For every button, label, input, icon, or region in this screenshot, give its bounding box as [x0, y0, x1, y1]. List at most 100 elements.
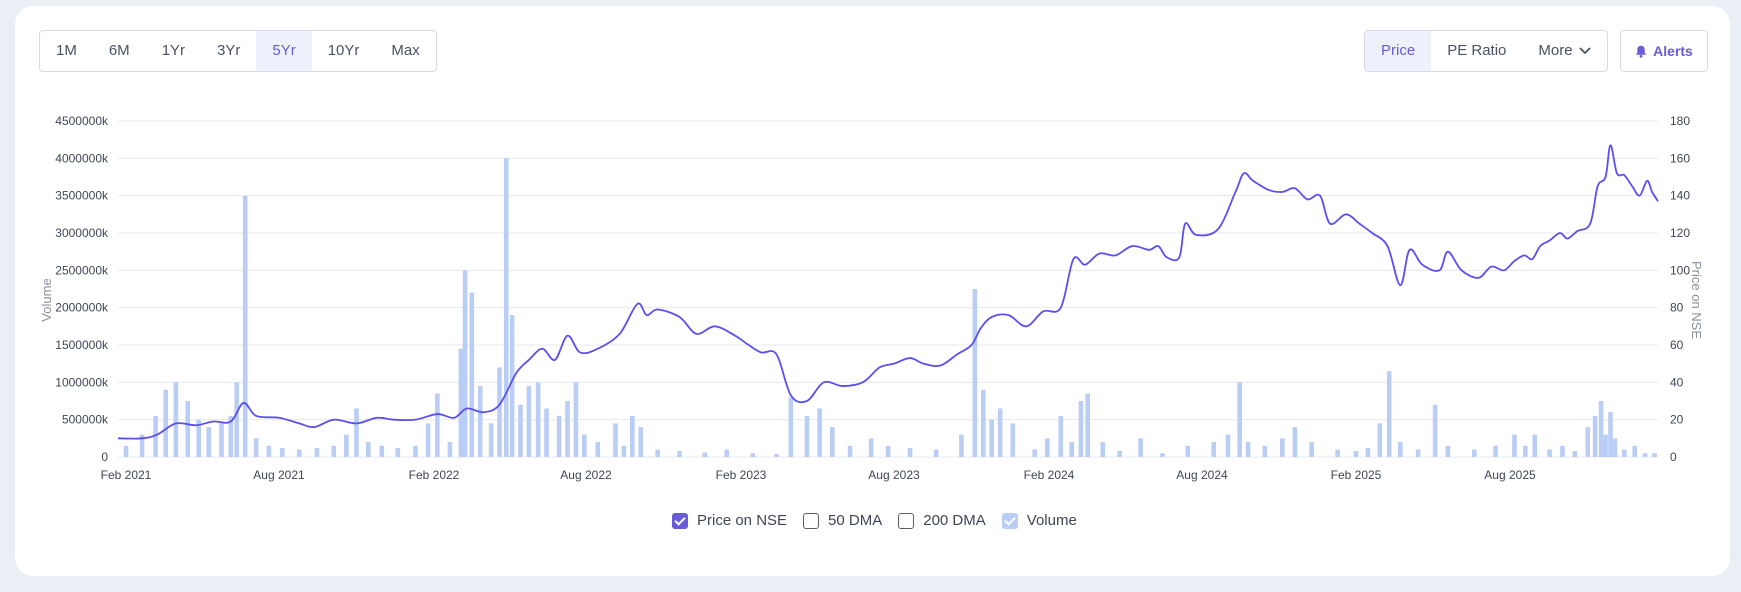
- date-tick-label: Feb 2021: [101, 468, 152, 482]
- volume-bar: [750, 453, 756, 457]
- range-selector: 1M 6M 1Yr 3Yr 5Yr 10Yr Max: [39, 30, 437, 72]
- alerts-label: Alerts: [1653, 43, 1693, 59]
- volume-bar: [847, 445, 853, 457]
- volume-bar: [1309, 442, 1314, 457]
- volume-bar: [1598, 401, 1604, 457]
- volume-bar: [907, 448, 913, 457]
- volume-bar: [1512, 434, 1517, 457]
- volume-bar: [413, 445, 418, 457]
- volume-bar: [242, 195, 248, 457]
- volume-bar: [280, 448, 285, 457]
- volume-bar: [518, 404, 523, 457]
- volume-bar: [1160, 453, 1165, 457]
- volume-tick-label: 3500000k: [55, 189, 109, 203]
- volume-bar: [1592, 415, 1598, 457]
- range-10yr[interactable]: 10Yr: [327, 42, 360, 59]
- price-tick-label: 40: [1670, 375, 1684, 389]
- legend-200dma[interactable]: 200 DMA: [898, 512, 986, 529]
- 50dma-checkbox[interactable]: [803, 512, 820, 529]
- volume-bar: [1415, 449, 1421, 457]
- volume-bar: [185, 401, 191, 457]
- range-3yr[interactable]: 3Yr: [217, 42, 241, 59]
- volume-bar: [702, 452, 708, 457]
- view-price-button[interactable]: Price: [1365, 31, 1432, 71]
- volume-bar: [638, 427, 644, 457]
- volume-checkbox[interactable]: [1001, 512, 1018, 529]
- volume-bar: [1560, 445, 1565, 457]
- legend-volume[interactable]: Volume: [1001, 512, 1077, 529]
- volume-bar: [997, 408, 1003, 457]
- volume-bar: [462, 270, 468, 457]
- date-tick-label: Aug 2025: [1484, 468, 1536, 482]
- volume-bar: [1632, 445, 1638, 457]
- volume-bar: [365, 442, 371, 457]
- view-pe-ratio-button[interactable]: PE Ratio: [1447, 42, 1507, 59]
- range-5yr[interactable]: 5Yr: [256, 31, 312, 71]
- bell-icon: [1635, 45, 1647, 58]
- volume-bar: [153, 415, 158, 457]
- price-checkbox[interactable]: [672, 512, 688, 529]
- date-tick-label: Feb 2025: [1331, 468, 1382, 482]
- volume-bar: [526, 386, 532, 457]
- alerts-button[interactable]: Alerts: [1620, 30, 1708, 72]
- volume-bar: [556, 415, 562, 457]
- volume-bar: [1058, 415, 1064, 457]
- price-line: [117, 144, 1659, 440]
- date-axis-ticks: Feb 2021 Aug 2021 Feb 2022 Aug 2022 Feb 2023…: [101, 468, 1536, 482]
- volume-bar: [1377, 423, 1383, 457]
- volume-bar: [447, 442, 453, 457]
- volume-bar: [1045, 438, 1050, 457]
- date-tick-label: Aug 2022: [560, 468, 612, 482]
- volume-tick-label: 1500000k: [55, 338, 109, 352]
- legend-price[interactable]: Price on NSE: [672, 512, 787, 529]
- volume-tick-label: 0: [101, 450, 108, 464]
- volume-bar: [989, 419, 995, 457]
- volume-bar: [595, 442, 601, 457]
- range-1yr[interactable]: 1Yr: [161, 42, 186, 59]
- view-more-dropdown[interactable]: More: [1522, 31, 1606, 71]
- volume-bar: [1585, 427, 1591, 457]
- volume-bars: [123, 158, 1657, 458]
- volume-bar: [1078, 401, 1084, 457]
- range-6m[interactable]: 6M: [108, 42, 130, 59]
- volume-bar: [724, 449, 729, 457]
- range-1m[interactable]: 1M: [56, 42, 77, 59]
- volume-bar: [1386, 371, 1392, 457]
- volume-bar: [1117, 451, 1122, 457]
- price-tick-label: 180: [1670, 114, 1690, 128]
- volume-bar: [425, 423, 431, 457]
- volume-bar: [1608, 412, 1613, 457]
- volume-bar: [630, 415, 635, 457]
- volume-bar: [1642, 453, 1648, 457]
- volume-tick-label: 4500000k: [55, 114, 109, 128]
- price-tick-label: 20: [1670, 413, 1684, 427]
- view-selector: Price PE Ratio More: [1364, 30, 1608, 72]
- legend-50dma[interactable]: 50 DMA: [803, 512, 882, 529]
- volume-bar: [972, 289, 978, 457]
- volume-bar: [395, 448, 401, 457]
- volume-bar: [565, 401, 570, 457]
- volume-bar: [868, 438, 874, 457]
- legend-50dma-label: 50 DMA: [828, 512, 883, 529]
- volume-bar: [1652, 453, 1657, 457]
- volume-bar: [1523, 445, 1528, 457]
- volume-bar: [1603, 434, 1608, 457]
- volume-bar: [885, 445, 891, 457]
- volume-bar: [1445, 445, 1451, 457]
- 200dma-checkbox[interactable]: [898, 512, 915, 529]
- volume-bar: [1010, 423, 1016, 457]
- volume-bar: [1069, 442, 1074, 457]
- legend-200dma-label: 200 DMA: [923, 512, 986, 529]
- volume-bar: [613, 423, 618, 457]
- volume-bar: [933, 449, 939, 457]
- price-tick-label: 0: [1670, 450, 1677, 464]
- volume-bar: [379, 445, 385, 457]
- range-max[interactable]: Max: [391, 42, 420, 59]
- volume-bar: [266, 445, 272, 457]
- chevron-down-icon: [1578, 47, 1591, 55]
- volume-bar: [1471, 449, 1477, 457]
- volume-bar: [1622, 449, 1627, 457]
- volume-bar: [488, 423, 494, 457]
- volume-axis-title: Volume: [39, 278, 54, 321]
- volume-bar: [1237, 382, 1242, 457]
